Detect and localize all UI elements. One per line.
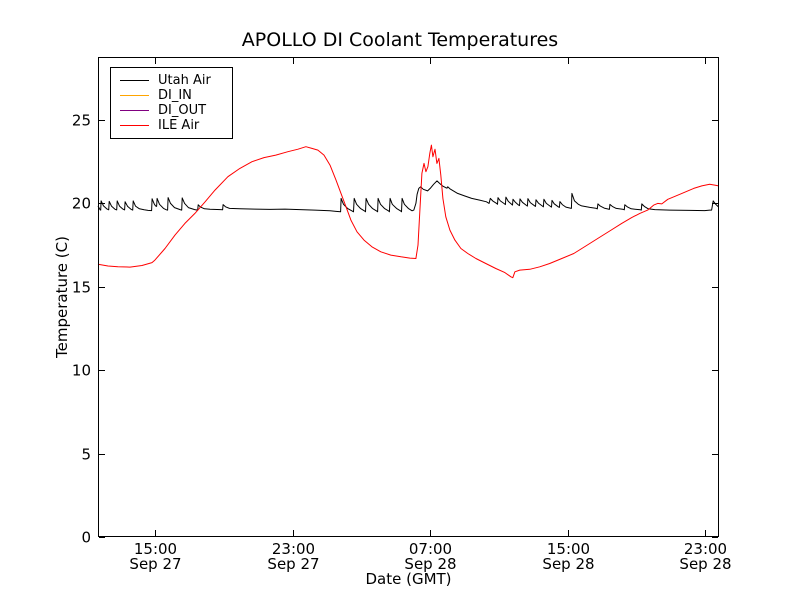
x-tick-time-label: 15:00: [134, 540, 177, 558]
legend-line-sample: [120, 125, 149, 126]
legend-line-sample: [120, 110, 149, 111]
legend-label: Utah Air: [158, 73, 211, 88]
plot-frame: [98, 57, 719, 537]
legend-item-di-in: DI_IN: [120, 88, 226, 103]
y-tick-label: 5: [81, 446, 91, 464]
x-tick-date-label: Sep 27: [129, 555, 181, 573]
x-tick-date-label: Sep 28: [679, 555, 731, 573]
legend-line-sample: [120, 80, 149, 81]
legend-label: DI_OUT: [158, 103, 207, 118]
chart-title: APOLLO DI Coolant Temperatures: [241, 29, 559, 51]
y-tick-label: 10: [72, 362, 91, 380]
x-tick-date-label: Sep 27: [267, 555, 319, 573]
x-tick-time-label: 23:00: [684, 540, 727, 558]
series-line-utah-air: [97, 180, 720, 213]
legend-line-sample: [120, 95, 149, 96]
x-tick-date-label: Sep 28: [404, 555, 456, 573]
legend-item-utah-air: Utah Air: [120, 73, 226, 88]
series-line-ile-air: [97, 144, 719, 279]
x-tick-date-label: Sep 28: [542, 555, 594, 573]
y-tick-label: 0: [81, 529, 91, 547]
legend-item-ile-air: ILE Air: [120, 118, 226, 133]
legend-label: DI_IN: [158, 88, 192, 103]
y-axis-label: Temperature (C): [53, 236, 71, 358]
y-tick-label: 25: [72, 112, 91, 130]
x-axis-label: Date (GMT): [365, 570, 452, 588]
y-tick-label: 15: [72, 279, 91, 297]
x-tick-time-label: 23:00: [272, 540, 315, 558]
x-tick-time-label: 07:00: [409, 540, 452, 558]
legend-label: ILE Air: [158, 118, 200, 133]
y-tick-label: 20: [72, 195, 91, 213]
legend: Utah Air DI_IN DI_OUT ILE Air: [110, 67, 233, 139]
x-tick-time-label: 15:00: [547, 540, 590, 558]
legend-item-di-out: DI_OUT: [120, 103, 226, 118]
